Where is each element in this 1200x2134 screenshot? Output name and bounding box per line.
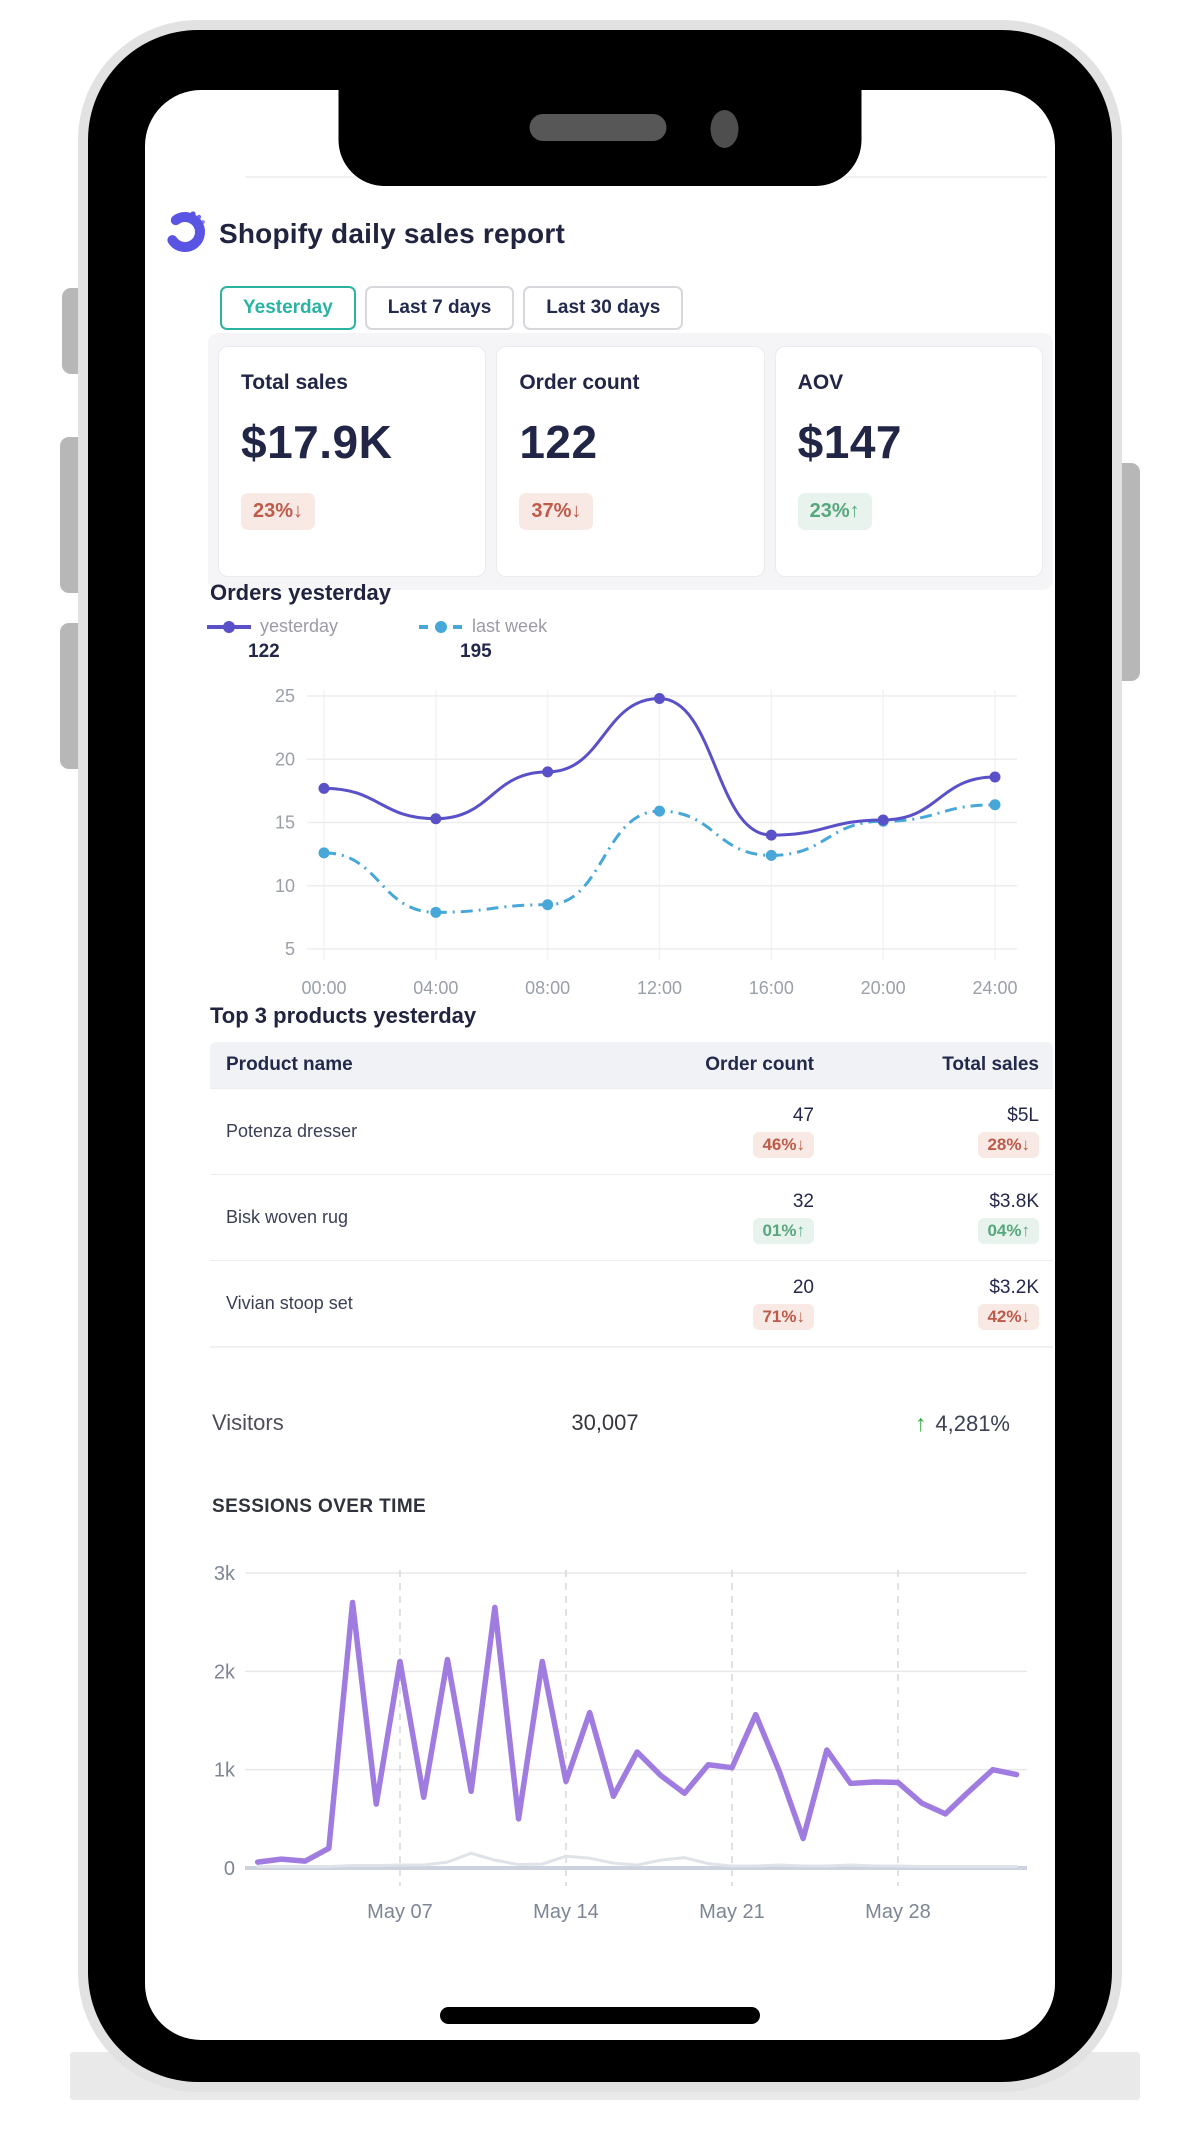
- visitors-count: 30,007: [571, 1410, 639, 1435]
- total-sales-value: $3.8K: [989, 1191, 1039, 1212]
- product-name: Vivian stoop set: [226, 1293, 353, 1313]
- total-sales-change-badge: 42%↓: [978, 1304, 1039, 1330]
- svg-text:May 07: May 07: [367, 1901, 433, 1923]
- front-camera: [710, 110, 739, 148]
- orders-section-title: Orders yesterday: [210, 580, 391, 605]
- sessions-line-chart: 0 1k 2k 3k May 07 May 14 May 21 May 28: [214, 1563, 1027, 1923]
- svg-text:12:00: 12:00: [637, 978, 682, 998]
- kpi-change-badge: 23%↑: [797, 493, 872, 530]
- svg-text:0: 0: [224, 1858, 235, 1880]
- orders-line-chart: 00:00 04:00 08:00 12:00 16:00 20:00 24:00 25 20 1…: [275, 686, 1018, 998]
- kpi-card-total-sales: Total sales $17.9K 23%↓: [218, 346, 487, 577]
- kpi-value: $147: [797, 416, 902, 468]
- svg-text:May 14: May 14: [533, 1901, 599, 1923]
- table-row: Bisk woven rug 32 01%↑ $3.8K 04%↑: [210, 1174, 1053, 1260]
- order-count-change-badge: 71%↓: [753, 1304, 814, 1330]
- orders-legend: yesterday 122 last week 195: [206, 616, 547, 663]
- kpi-change-badge: 23%↓: [241, 493, 316, 530]
- page-title: Shopify daily sales report: [219, 218, 565, 249]
- kpi-change-badge: 37%↓: [519, 493, 594, 530]
- svg-text:04:00: 04:00: [413, 978, 458, 998]
- kpi-label: Order count: [519, 371, 640, 394]
- column-header-total-sales: Total sales: [942, 1054, 1039, 1075]
- svg-text:10: 10: [275, 876, 295, 896]
- app-logo-icon: [163, 210, 207, 254]
- legend-item-yesterday: yesterday 122: [206, 616, 338, 663]
- svg-text:00:00: 00:00: [301, 978, 346, 998]
- products-section-title: Top 3 products yesterday: [210, 1003, 477, 1028]
- total-sales-change-badge: 04%↑: [978, 1218, 1039, 1244]
- svg-text:1k: 1k: [214, 1760, 236, 1782]
- phone-notch: [338, 90, 862, 186]
- total-sales-value: $5L: [1007, 1105, 1039, 1126]
- kpi-value: 122: [519, 416, 598, 468]
- kpi-label: AOV: [797, 371, 844, 394]
- legend-item-last-week: last week 195: [418, 616, 547, 663]
- top-products-table: Product name Order count Total sales Pot…: [210, 1042, 1053, 1348]
- kpi-panel: Total sales $17.9K 23%↓ Order count 122 …: [208, 333, 1053, 590]
- kpi-card-aov: AOV $147 23%↑: [774, 346, 1043, 577]
- order-count-change-badge: 46%↓: [753, 1132, 814, 1158]
- svg-text:2k: 2k: [214, 1661, 236, 1683]
- kpi-value: $17.9K: [241, 416, 393, 468]
- kpi-card-order-count: Order count 122 37%↓: [496, 346, 765, 577]
- legend-label: last week: [472, 616, 548, 636]
- column-header-product-name: Product name: [226, 1054, 353, 1075]
- phone-screen: Shopify daily sales report Yesterday Las…: [145, 90, 1055, 2040]
- table-header-row: Product name Order count Total sales: [210, 1042, 1053, 1088]
- up-arrow-icon: ↑: [914, 1410, 927, 1436]
- tab-yesterday[interactable]: Yesterday: [220, 286, 356, 330]
- visitors-label: Visitors: [212, 1410, 284, 1435]
- svg-text:20: 20: [275, 749, 295, 769]
- legend-marker-dashed-line-icon: [419, 620, 464, 633]
- legend-label: yesterday: [260, 616, 339, 636]
- tab-last-7-days[interactable]: Last 7 days: [364, 286, 515, 330]
- order-count-value: 32: [792, 1191, 814, 1212]
- svg-text:08:00: 08:00: [525, 978, 570, 998]
- order-count-change-badge: 01%↑: [753, 1218, 814, 1244]
- column-header-order-count: Order count: [705, 1054, 814, 1075]
- svg-text:16:00: 16:00: [749, 978, 794, 998]
- svg-text:May 21: May 21: [699, 1901, 765, 1923]
- svg-text:5: 5: [285, 939, 295, 959]
- phone-frame: Shopify daily sales report Yesterday Las…: [78, 20, 1122, 2092]
- visitors-change: ↑ 4,281%: [915, 1410, 1010, 1437]
- kpi-label: Total sales: [241, 371, 348, 394]
- legend-marker-solid-line-icon: [207, 620, 251, 633]
- svg-text:15: 15: [275, 813, 295, 833]
- legend-value: 122: [248, 641, 280, 662]
- home-indicator[interactable]: [440, 2007, 760, 2024]
- phone-bezel: Shopify daily sales report Yesterday Las…: [88, 30, 1112, 2082]
- order-count-value: 20: [792, 1277, 814, 1298]
- table-row: Potenza dresser 47 46%↓ $5L 28%↓: [210, 1088, 1053, 1174]
- product-name: Bisk woven rug: [226, 1207, 349, 1227]
- svg-text:24:00: 24:00: [972, 978, 1017, 998]
- order-count-value: 47: [792, 1105, 814, 1126]
- visitors-change-percent: 4,281%: [935, 1410, 1010, 1436]
- total-sales-change-badge: 28%↓: [978, 1132, 1039, 1158]
- svg-text:May 28: May 28: [865, 1901, 931, 1923]
- total-sales-value: $3.2K: [989, 1277, 1039, 1298]
- svg-text:25: 25: [275, 686, 295, 706]
- svg-text:20:00: 20:00: [861, 978, 906, 998]
- tab-last-30-days[interactable]: Last 30 days: [523, 286, 684, 330]
- sessions-section-title: SESSIONS OVER TIME: [212, 1496, 427, 1517]
- product-name: Potenza dresser: [226, 1121, 358, 1141]
- table-row: Vivian stoop set 20 71%↓ $3.2K 42%↓: [210, 1260, 1053, 1346]
- svg-text:3k: 3k: [214, 1563, 236, 1585]
- legend-value: 195: [460, 641, 492, 662]
- date-range-tabs: Yesterday Last 7 days Last 30 days: [220, 286, 684, 330]
- visitors-summary-row: Visitors 30,007 ↑ 4,281%: [145, 1400, 1055, 1456]
- speaker-grille: [529, 114, 667, 141]
